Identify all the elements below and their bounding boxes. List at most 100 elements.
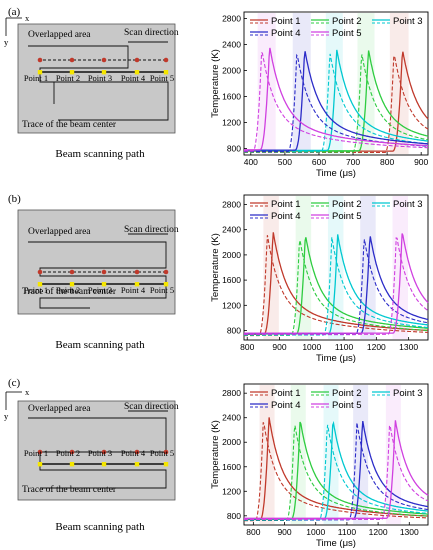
x-tick-label: 1300 bbox=[400, 527, 419, 537]
y-axis-label: y bbox=[4, 37, 9, 47]
legend-label: Point 5 bbox=[332, 211, 362, 222]
legend-label: Point 4 bbox=[271, 211, 301, 222]
point-label: Point 2 bbox=[56, 73, 80, 83]
x-tick-label: 1300 bbox=[399, 342, 418, 352]
trace-label: Trace of the beam center bbox=[22, 119, 117, 130]
yellow-marker bbox=[101, 70, 107, 75]
yellow-marker bbox=[163, 70, 169, 75]
red-marker bbox=[163, 269, 169, 275]
legend-label: Point 3 bbox=[393, 388, 423, 399]
chart-1: 400 500 600 700 800 900 800 1200 1600 2000 2400 280… bbox=[210, 11, 429, 179]
x-tick-label: 900 bbox=[277, 527, 291, 537]
panel-label: (c) bbox=[8, 377, 21, 389]
series-line-dashed bbox=[244, 53, 429, 152]
beam-trace-path bbox=[28, 241, 167, 309]
scan-direction-label: Scan direction bbox=[124, 28, 179, 38]
x-axis-label: Time (μs) bbox=[316, 538, 356, 549]
y-tick-label: 1200 bbox=[222, 118, 241, 128]
y-tick-label: 800 bbox=[227, 326, 241, 336]
legend-label: Point 5 bbox=[332, 400, 362, 411]
overlap-label: Overlapped area bbox=[28, 30, 91, 40]
legend: Point 1 Point 2 Point 3 Point 4 Point 5 bbox=[250, 388, 423, 411]
x-tick-label: 900 bbox=[272, 342, 286, 352]
x-axis-label: Time (μs) bbox=[316, 168, 356, 179]
point-label: Point 5 bbox=[150, 73, 174, 83]
point-label: Point 2 bbox=[56, 448, 80, 458]
x-tick-label: 900 bbox=[414, 157, 428, 167]
x-tick-label: 1100 bbox=[338, 527, 357, 537]
peak-band bbox=[257, 13, 276, 154]
legend-label: Point 1 bbox=[271, 16, 301, 27]
y-tick-label: 1200 bbox=[222, 486, 241, 496]
point-label: Point 4 bbox=[121, 285, 146, 295]
red-marker bbox=[69, 57, 75, 63]
y-tick-label: 1600 bbox=[222, 275, 241, 285]
series-line-dashed bbox=[244, 235, 428, 337]
legend-label: Point 1 bbox=[271, 388, 301, 399]
yellow-marker bbox=[163, 282, 169, 287]
series-line-solid bbox=[244, 232, 428, 335]
x-tick-label: 800 bbox=[380, 157, 394, 167]
scan-area-box bbox=[17, 209, 176, 315]
x-tick-label: 1000 bbox=[302, 342, 321, 352]
axes-indicator: xy bbox=[4, 13, 30, 47]
yellow-marker bbox=[37, 282, 43, 287]
legend-label: Point 1 bbox=[271, 199, 301, 210]
chart-2: 800 900 1000 1100 1200 1300 800 1200 1600 2000 240… bbox=[210, 194, 429, 364]
red-marker bbox=[101, 57, 107, 63]
legend: Point 1 Point 2 Point 3 Point 4 Point 5 bbox=[250, 16, 423, 39]
red-marker bbox=[163, 449, 169, 455]
red-marker bbox=[134, 449, 140, 455]
red-marker bbox=[134, 57, 140, 63]
x-axis-label: x bbox=[25, 13, 30, 23]
y-tick-label: 1600 bbox=[222, 462, 241, 472]
yellow-marker bbox=[134, 70, 140, 75]
y-tick-label: 1200 bbox=[222, 300, 241, 310]
y-tick-label: 2800 bbox=[222, 199, 241, 209]
red-marker bbox=[69, 449, 75, 455]
yellow-marker bbox=[101, 282, 107, 287]
red-marker bbox=[37, 57, 43, 63]
legend-label: Point 4 bbox=[271, 28, 301, 39]
diagram-panel-2: (b) Overlapped area Scan direction Trace of… bbox=[8, 193, 179, 351]
point-label: Point 1 bbox=[24, 448, 48, 458]
legend-label: Point 3 bbox=[393, 199, 423, 210]
x-tick-label: 1200 bbox=[369, 527, 388, 537]
panel-label: (b) bbox=[8, 193, 21, 205]
x-axis-label: Time (μs) bbox=[316, 353, 356, 364]
chart-3: 800 900 1000 1100 1200 1300 800 1200 1600 2000 240… bbox=[210, 383, 429, 549]
point-label: Point 4 bbox=[121, 73, 146, 83]
series-line-dashed bbox=[244, 52, 428, 152]
legend-label: Point 2 bbox=[332, 16, 362, 27]
series-line-solid bbox=[244, 417, 428, 521]
point-label: Point 5 bbox=[150, 448, 174, 458]
plot-area bbox=[243, 383, 429, 526]
y-tick-label: 2400 bbox=[222, 225, 241, 235]
red-marker bbox=[69, 269, 75, 275]
x-tick-label: 700 bbox=[346, 157, 360, 167]
series-line-solid bbox=[244, 233, 429, 334]
x-axis-label: x bbox=[25, 387, 30, 397]
x-tick-label: 500 bbox=[278, 157, 292, 167]
yellow-marker bbox=[69, 70, 75, 75]
yellow-marker bbox=[69, 462, 75, 467]
point-label: Point 1 bbox=[24, 73, 48, 83]
diagram-caption: Beam scanning path bbox=[55, 148, 145, 160]
trace-label: Trace of the beam center bbox=[22, 286, 117, 297]
scan-area-box bbox=[17, 400, 176, 501]
y-axis-label: y bbox=[4, 411, 9, 421]
legend-label: Point 2 bbox=[332, 388, 362, 399]
red-marker bbox=[163, 57, 169, 63]
y-tick-label: 2000 bbox=[222, 66, 241, 76]
y-axis-label: Temperature (K) bbox=[210, 49, 221, 118]
y-tick-label: 2800 bbox=[222, 14, 241, 24]
point-label: Point 3 bbox=[88, 73, 112, 83]
point-label: Point 4 bbox=[121, 448, 146, 458]
y-tick-label: 1600 bbox=[222, 92, 241, 102]
y-tick-label: 800 bbox=[227, 144, 241, 154]
point-label: Point 5 bbox=[150, 285, 174, 295]
yellow-marker bbox=[37, 462, 43, 467]
y-tick-label: 2000 bbox=[222, 437, 241, 447]
